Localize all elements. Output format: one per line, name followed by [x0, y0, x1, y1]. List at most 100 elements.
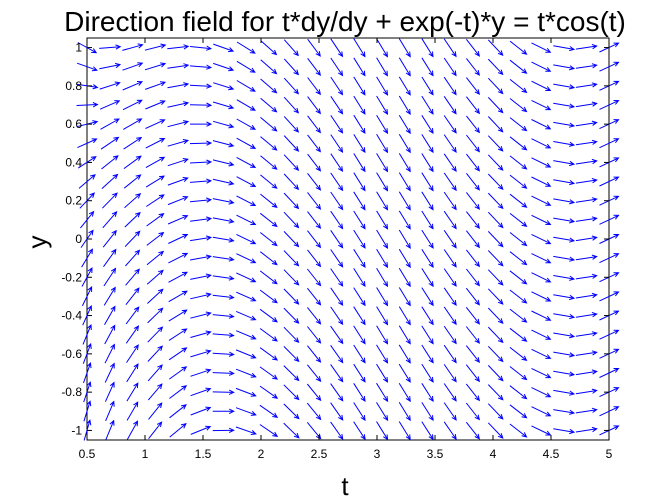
field-arrow	[575, 235, 598, 242]
field-arrow	[236, 80, 256, 92]
field-arrow	[553, 294, 576, 301]
field-arrow	[487, 173, 504, 191]
field-arrow	[330, 210, 344, 230]
field-arrow	[509, 289, 528, 304]
field-arrow	[509, 251, 528, 266]
field-arrow	[126, 401, 139, 421]
field-arrow	[376, 287, 389, 307]
field-arrow	[212, 101, 235, 110]
x-axis-ticks: 0.5 1 1.5 2 2.5 3 3.5 4 4.5 5	[79, 38, 613, 461]
field-arrow	[553, 389, 576, 396]
field-arrow	[398, 421, 411, 441]
field-arrow	[307, 96, 321, 115]
field-arrow	[575, 426, 598, 433]
field-arrow	[443, 306, 457, 326]
field-arrow	[104, 324, 116, 345]
field-arrow	[330, 402, 344, 421]
field-arrow	[189, 102, 213, 108]
field-arrow	[487, 231, 504, 248]
field-arrow	[259, 308, 278, 323]
field-arrow	[102, 192, 118, 209]
field-arrow	[212, 332, 235, 338]
field-arrow	[147, 288, 164, 304]
field-arrow	[190, 216, 213, 222]
field-arrow	[104, 381, 115, 402]
field-arrow	[398, 382, 411, 403]
field-arrow	[145, 175, 165, 188]
field-arrow	[212, 140, 235, 148]
field-arrow	[531, 406, 552, 417]
field-arrow	[509, 423, 528, 438]
field-arrow	[376, 114, 389, 135]
field-arrow	[189, 197, 213, 203]
field-arrow	[283, 326, 300, 344]
field-arrow	[465, 287, 481, 306]
field-arrow	[259, 251, 278, 266]
field-arrow	[353, 383, 366, 402]
field-arrow	[553, 313, 576, 320]
field-arrow	[487, 250, 504, 267]
field-arrow	[353, 76, 366, 96]
field-arrow	[531, 138, 552, 149]
field-arrow	[531, 329, 552, 340]
field-arrow	[443, 421, 457, 441]
field-arrow	[144, 62, 167, 71]
field-arrow	[443, 364, 457, 383]
field-arrow	[398, 153, 411, 173]
field-arrow	[466, 153, 481, 172]
field-arrow	[466, 96, 481, 115]
field-arrow	[124, 211, 141, 228]
arrow-field	[76, 38, 620, 441]
field-arrow	[260, 193, 278, 209]
field-arrow	[421, 134, 434, 154]
field-arrow	[376, 306, 389, 326]
field-arrow	[599, 406, 620, 417]
field-arrow	[353, 38, 366, 58]
field-arrow	[398, 210, 411, 230]
field-arrow	[105, 419, 115, 441]
field-arrow	[124, 193, 142, 209]
field-arrow	[443, 268, 457, 287]
field-arrow	[260, 97, 278, 113]
field-arrow	[124, 230, 141, 247]
field-arrow	[147, 307, 164, 324]
field-arrow	[509, 347, 528, 361]
field-arrow	[306, 383, 322, 402]
field-arrow	[259, 404, 279, 418]
field-arrow	[123, 174, 142, 189]
field-arrow	[330, 268, 344, 287]
y-tick-label: -0.2	[61, 270, 82, 284]
field-arrow	[307, 230, 322, 249]
field-arrow	[421, 153, 434, 173]
field-arrow	[259, 212, 278, 228]
field-arrow	[212, 120, 235, 129]
field-arrow	[283, 403, 300, 420]
field-arrow	[330, 76, 344, 96]
field-arrow	[575, 139, 598, 146]
field-arrow	[509, 155, 528, 170]
x-tick-label: 2	[258, 447, 265, 461]
field-arrow	[509, 270, 528, 285]
field-arrow	[168, 271, 189, 283]
field-arrow	[553, 141, 576, 147]
field-arrow	[169, 385, 188, 399]
field-arrow	[531, 310, 552, 321]
field-arrow	[421, 229, 434, 249]
field-arrow	[376, 153, 389, 173]
field-arrow	[553, 198, 576, 205]
field-arrow	[421, 306, 434, 326]
field-arrow	[376, 325, 389, 345]
field-arrow	[553, 428, 576, 435]
field-arrow	[260, 174, 278, 189]
field-arrow	[353, 134, 366, 154]
field-arrow	[487, 307, 504, 325]
field-arrow	[398, 76, 411, 96]
field-arrow	[236, 60, 256, 73]
plot-frame	[86, 37, 610, 441]
field-arrow	[376, 402, 389, 422]
field-arrow	[259, 366, 279, 380]
field-arrow	[259, 270, 278, 285]
field-arrow	[353, 191, 366, 211]
field-arrow	[189, 159, 213, 165]
field-arrow	[189, 140, 213, 146]
